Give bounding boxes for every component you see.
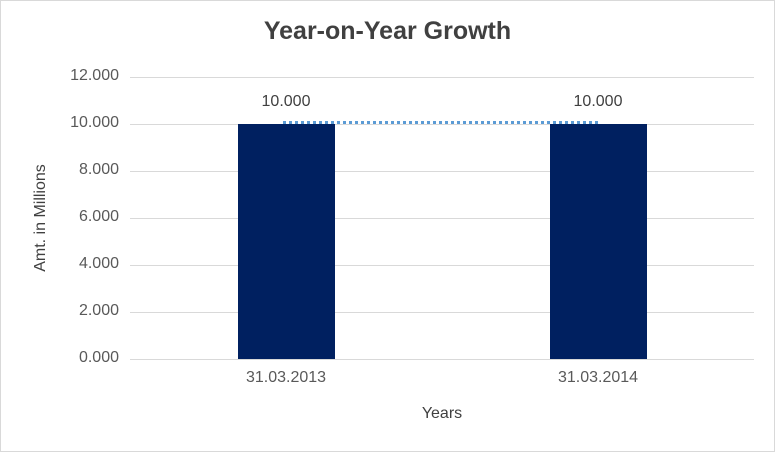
y-tick-label: 0.000: [78, 349, 119, 366]
bar-31.03.2014: [550, 124, 647, 359]
data-label: 10.000: [573, 93, 623, 110]
y-tick-label: 8.000: [78, 161, 119, 178]
x-tick-label: 31.03.2014: [557, 369, 639, 386]
y-tick-label: 4.000: [78, 255, 119, 272]
gridline: [130, 265, 754, 266]
gridline: [130, 124, 754, 125]
x-tick-label: 31.03.2013: [245, 369, 327, 386]
chart-title: Year-on-Year Growth: [263, 17, 512, 45]
y-tick-label: 12.000: [70, 67, 119, 84]
data-label: 10.000: [261, 93, 311, 110]
y-tick-label: 2.000: [78, 302, 119, 319]
gridline: [130, 312, 754, 313]
gridline: [130, 218, 754, 219]
bar-31.03.2013: [238, 124, 335, 359]
x-axis-line: [130, 359, 754, 360]
gridline: [130, 171, 754, 172]
plot-area: [130, 77, 754, 360]
gridline: [130, 77, 754, 78]
y-tick-label: 10.000: [70, 114, 119, 131]
y-tick-label: 6.000: [78, 208, 119, 225]
x-axis-title: Years: [421, 405, 463, 422]
trendline-dotted: [283, 121, 598, 124]
